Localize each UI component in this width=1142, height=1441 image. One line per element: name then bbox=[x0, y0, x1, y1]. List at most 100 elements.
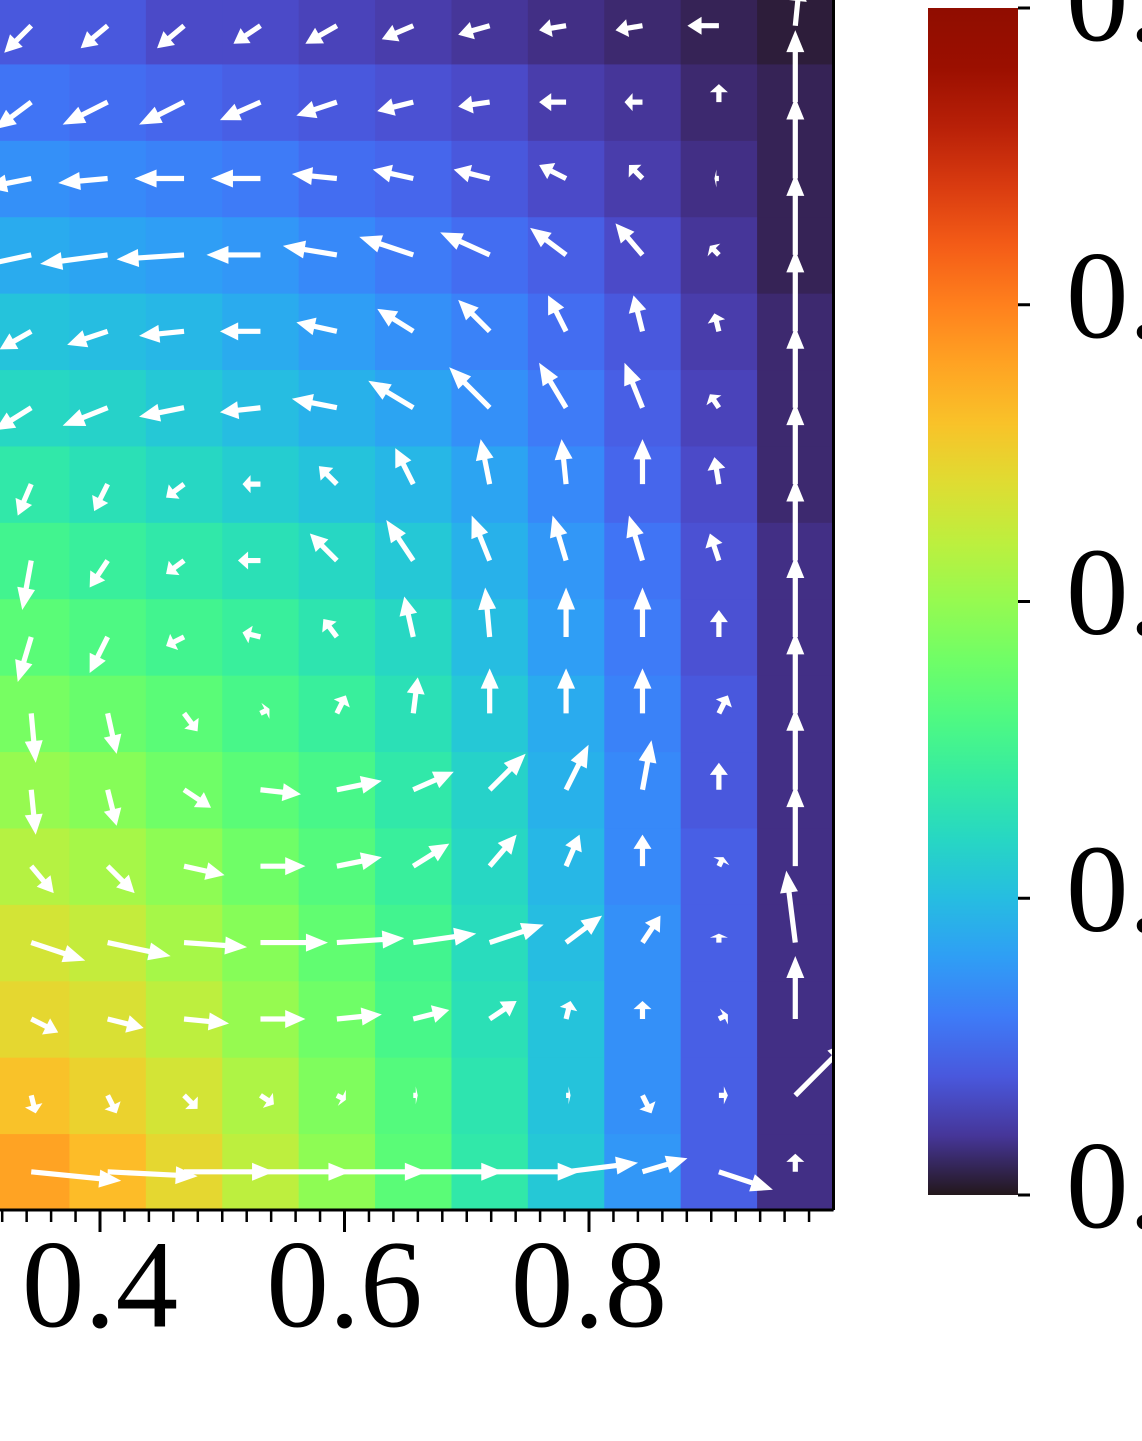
quiver-arrow bbox=[718, 1086, 728, 1105]
heatmap-cell bbox=[604, 751, 682, 829]
heatmap-cell bbox=[604, 369, 682, 447]
heatmap-cell bbox=[527, 827, 605, 905]
quiver-arrow bbox=[554, 439, 573, 485]
heatmap-cell bbox=[451, 445, 529, 523]
quiver-arrow bbox=[539, 362, 569, 410]
quiver-arrow bbox=[210, 169, 261, 188]
heatmap-cell bbox=[298, 598, 376, 676]
heatmap-cell bbox=[451, 598, 529, 676]
quiver-arrow bbox=[107, 1015, 144, 1033]
quiver-arrow bbox=[563, 834, 582, 868]
quiver-arrow bbox=[453, 164, 491, 183]
quiver-arrow bbox=[707, 313, 726, 332]
heatmap-cell bbox=[69, 293, 147, 371]
heatmap-cell bbox=[69, 63, 147, 141]
quiver-arrow bbox=[548, 295, 569, 333]
quiver-arrow bbox=[318, 466, 339, 486]
heatmap-cell bbox=[527, 980, 605, 1058]
quiver-arrow bbox=[24, 1094, 43, 1114]
quiver-arrow bbox=[615, 223, 645, 257]
heatmap-cell bbox=[680, 293, 758, 371]
quiver-arrow bbox=[368, 380, 415, 410]
quiver-arrow bbox=[786, 479, 805, 561]
quiver-arrow bbox=[539, 163, 568, 181]
heatmap-cell bbox=[527, 0, 605, 65]
heatmap-cell bbox=[0, 140, 70, 218]
quiver-arrow bbox=[134, 169, 185, 188]
quiver-arrow bbox=[305, 23, 339, 44]
quiver-arrow bbox=[103, 789, 122, 826]
quiver-arrow bbox=[706, 394, 722, 410]
quiver-arrow bbox=[715, 695, 732, 715]
heatmap-cell bbox=[0, 369, 70, 447]
quiver-arrow bbox=[242, 625, 262, 644]
heatmap-cell bbox=[604, 140, 682, 218]
heatmap-cell bbox=[222, 522, 300, 600]
quiver-arrow bbox=[139, 99, 186, 125]
heatmap-cell bbox=[145, 598, 223, 676]
heatmap-cell bbox=[375, 522, 452, 600]
quiver-arrow bbox=[624, 362, 645, 409]
quiver-arrow bbox=[633, 439, 652, 485]
quiver-arrow bbox=[626, 515, 645, 562]
quiver-arrow bbox=[381, 23, 415, 42]
quiver-arrow bbox=[471, 515, 493, 562]
quiver-arrow bbox=[786, 97, 805, 179]
quiver-arrow bbox=[413, 1162, 504, 1181]
heatmap-cell bbox=[222, 0, 300, 65]
heatmap-cell bbox=[145, 0, 223, 65]
quiver-arrow bbox=[557, 587, 576, 637]
heatmap-cell bbox=[604, 980, 682, 1058]
heatmap-cell bbox=[680, 369, 758, 447]
quiver-arrow bbox=[62, 405, 109, 426]
quiver-arrow bbox=[104, 1094, 121, 1114]
quiver-arrow bbox=[458, 21, 491, 40]
quiver-arrow bbox=[40, 252, 108, 270]
heatmap-cell bbox=[69, 0, 147, 65]
quiver-arrow bbox=[639, 1094, 656, 1114]
quiver-arrow bbox=[705, 533, 723, 562]
heatmap-cell bbox=[0, 63, 70, 141]
quiver-arrow bbox=[107, 1166, 198, 1185]
heatmap-cell bbox=[145, 63, 223, 141]
heatmap-cell bbox=[298, 0, 376, 65]
quiver-arrow bbox=[336, 775, 382, 794]
quiver-arrow bbox=[559, 1000, 578, 1020]
quiver-arrow bbox=[4, 23, 34, 53]
quiver-arrow bbox=[259, 1092, 274, 1108]
quiver-arrow bbox=[633, 834, 652, 867]
quiver-arrow bbox=[15, 636, 34, 682]
quiver-arrow bbox=[282, 240, 338, 259]
quiver-arrow bbox=[786, 955, 805, 1019]
heatmap-cell bbox=[0, 598, 70, 676]
heatmap-cell bbox=[451, 1057, 529, 1135]
quiver-arrow bbox=[709, 933, 728, 943]
quiver-arrow bbox=[478, 587, 497, 638]
quiver-arrow bbox=[89, 635, 110, 673]
quiver-arrow bbox=[296, 317, 338, 336]
quiver-arrow bbox=[260, 857, 306, 876]
quiver-arrow bbox=[530, 227, 568, 258]
quiver-arrow bbox=[377, 308, 415, 334]
heatmap-cell bbox=[0, 522, 70, 600]
quiver-arrow bbox=[322, 618, 339, 639]
heatmap-cell bbox=[451, 140, 529, 218]
quiver-arrow bbox=[624, 93, 643, 112]
quiver-arrow bbox=[458, 299, 492, 334]
quiver-arrow bbox=[92, 482, 110, 512]
quiver-arrow bbox=[709, 84, 728, 103]
heatmap-cell bbox=[375, 0, 452, 65]
quiver-arrow bbox=[219, 401, 261, 420]
quiver-arrow bbox=[103, 712, 122, 754]
quiver-arrow bbox=[29, 864, 54, 894]
quiver-arrow bbox=[30, 940, 86, 963]
heatmap-cell bbox=[145, 369, 223, 447]
quiver-arrow bbox=[105, 864, 135, 894]
quiver-arrow bbox=[237, 551, 261, 570]
quiver-arrow bbox=[539, 19, 567, 38]
heatmap bbox=[0, 0, 834, 1211]
heatmap-cell bbox=[680, 522, 758, 600]
heatmap-cell bbox=[680, 904, 758, 982]
quiver-arrow bbox=[386, 520, 416, 562]
heatmap-cell bbox=[527, 369, 605, 447]
